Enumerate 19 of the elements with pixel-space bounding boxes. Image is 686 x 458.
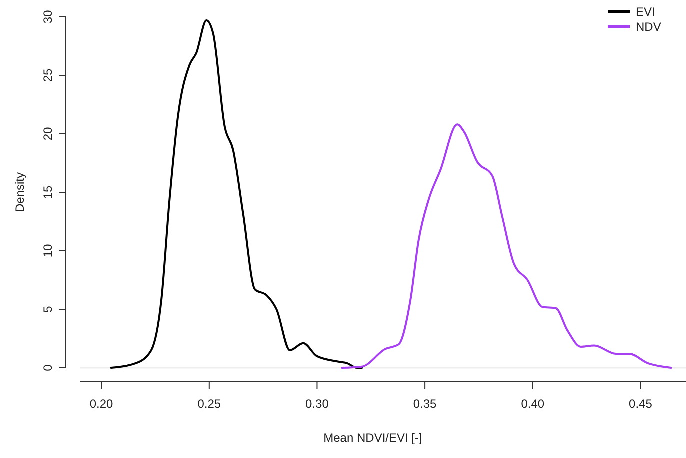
x-tick-label: 0.30: [306, 397, 330, 411]
y-tick-label: 15: [41, 186, 55, 200]
x-tick-label: 0.45: [629, 397, 653, 411]
legend-label: NDV: [636, 20, 662, 34]
line-series: [110, 20, 364, 369]
x-tick-label: 0.35: [413, 397, 438, 411]
y-tick-label: 10: [41, 244, 55, 258]
x-axis-title: Mean NDVI/EVI [-]: [324, 431, 422, 445]
y-tick-label: 30: [41, 10, 55, 24]
y-tick-label: 5: [41, 306, 55, 313]
x-tick-label: 0.40: [521, 397, 545, 411]
x-tick-label: 0.25: [198, 397, 222, 411]
y-tick-label: 0: [41, 364, 55, 372]
x-tick-label: 0.20: [90, 397, 114, 411]
line-series: [341, 124, 672, 369]
y-axis-title: Density: [13, 172, 27, 213]
y-tick-label: 25: [41, 68, 55, 82]
legend-label: EVI: [636, 5, 656, 19]
y-tick-label: 20: [41, 127, 55, 141]
